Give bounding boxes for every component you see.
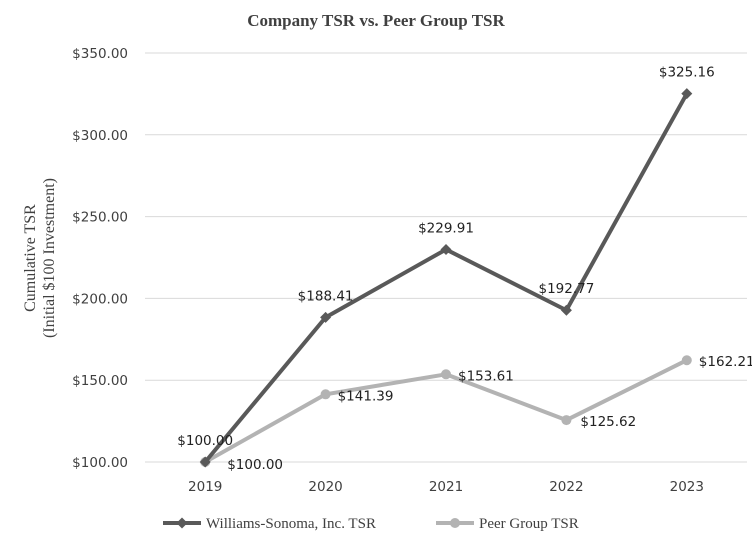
peer-tsr-data-label: $100.00: [227, 457, 283, 473]
company-tsr-point: [440, 243, 452, 255]
series-lines: [199, 88, 693, 468]
y-tick-label: $100.00: [72, 455, 128, 471]
x-tick-label: 2021: [429, 479, 463, 495]
x-tick-label: 2022: [549, 479, 583, 495]
peer-tsr-point: [561, 415, 572, 426]
y-axis-ticks: $100.00 $150.00 $200.00 $250.00 $300.00 $350.…: [72, 46, 128, 471]
company-tsr-data-label: $229.91: [418, 220, 474, 236]
legend-marker-diamond: [176, 517, 188, 529]
legend-item-peer: Peer Group TSR: [436, 516, 579, 532]
peer-tsr-data-label: $153.61: [458, 368, 514, 384]
legend-item-company: Williams-Sonoma, Inc. TSR: [163, 516, 376, 532]
peer-tsr-point: [320, 389, 331, 400]
chart-title: Company TSR vs. Peer Group TSR: [247, 11, 505, 30]
data-labels: $100.00 $188.41 $229.91 $192.77 $325.16 $100.…: [177, 65, 752, 473]
peer-tsr-data-label: $125.62: [580, 414, 636, 430]
y-tick-label: $250.00: [72, 210, 128, 226]
peer-tsr-data-label: $141.39: [338, 388, 394, 404]
y-tick-label: $350.00: [72, 46, 128, 62]
peer-tsr-point: [681, 355, 692, 366]
company-tsr-point: [199, 456, 211, 468]
legend-marker-circle: [450, 518, 460, 528]
company-tsr-data-label: $325.16: [659, 65, 715, 81]
peer-tsr-point: [441, 369, 451, 380]
peer-tsr-data-label: $162.21: [699, 354, 752, 370]
y-axis-label-line-1: Cumulative TSR: [22, 204, 39, 312]
company-tsr-point: [560, 304, 572, 316]
company-tsr-data-label: $100.00: [177, 433, 233, 449]
company-tsr-point: [320, 311, 332, 323]
y-tick-label: $300.00: [72, 128, 128, 144]
y-tick-label: $150.00: [72, 373, 128, 389]
x-tick-label: 2020: [308, 479, 342, 495]
legend-label-peer: Peer Group TSR: [479, 516, 579, 532]
legend: Williams-Sonoma, Inc. TSR Peer Group TSR: [163, 516, 579, 532]
y-tick-label: $200.00: [72, 291, 128, 307]
company-tsr-line: [203, 91, 689, 464]
x-tick-label: 2019: [188, 479, 222, 495]
company-tsr-data-label: $192.77: [538, 281, 594, 297]
y-axis-label: Cumulative TSR (Initial $100 Investment): [22, 178, 58, 338]
x-axis-ticks: 2019 2020 2021 2022 2023: [188, 479, 704, 495]
company-tsr-point: [681, 88, 693, 100]
company-tsr-data-label: $188.41: [298, 288, 354, 304]
legend-label-company: Williams-Sonoma, Inc. TSR: [206, 516, 376, 532]
x-tick-label: 2023: [670, 479, 704, 495]
y-axis-label-line-2: (Initial $100 Investment): [41, 178, 58, 338]
gridlines: [145, 52, 747, 463]
